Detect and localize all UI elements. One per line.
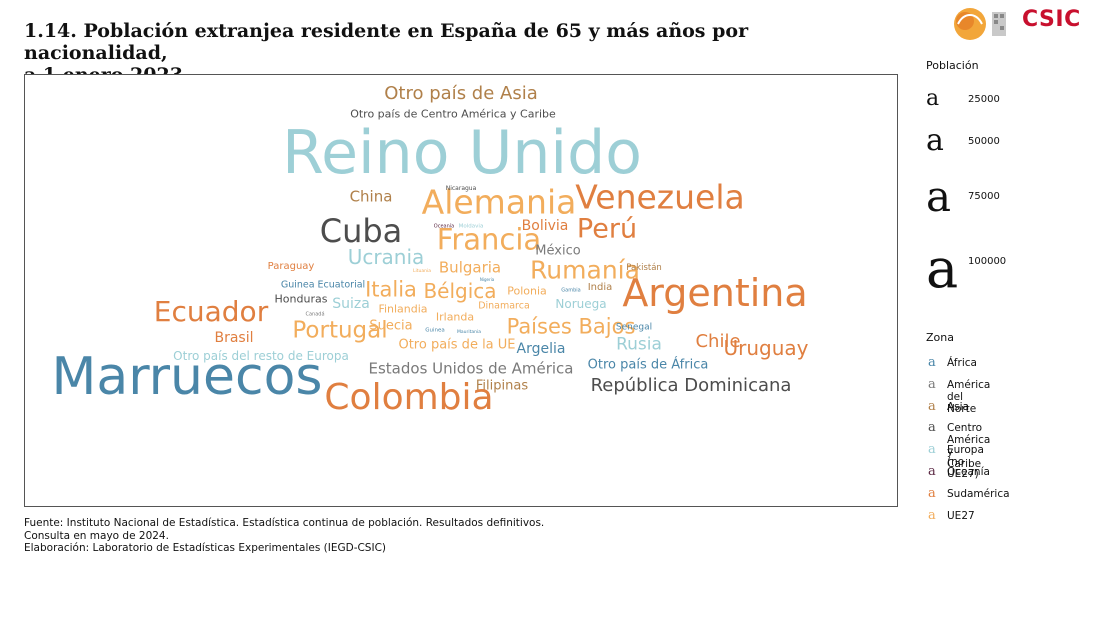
zone-legend-title: Zona [926,331,954,344]
word-reino-unido: Reino Unido [282,118,642,188]
size-legend-glyph: a [926,123,944,158]
word-nigeria: Nigeria [479,277,495,282]
word-pakistán: Pakistán [626,262,662,273]
word-colombia: Colombia [324,377,494,418]
zone-legend-glyph: a [928,442,936,458]
size-legend-label: 25000 [968,94,1000,105]
word-rumanía: Rumanía [530,255,640,285]
word-mauritania: Mauritania [457,329,481,335]
word-dinamarca: Dinamarca [478,300,530,312]
word-bolivia: Bolivia [521,218,569,234]
zone-legend-label: Sudamérica [947,487,1010,500]
word-nicaragua: Nicaragua [445,185,477,192]
zone-legend-glyph: a [928,464,936,479]
zone-legend-label: Europa (no UE27) [947,444,984,481]
word-rusia: Rusia [616,334,662,355]
word-argentina: Argentina [622,271,808,315]
size-legend-label: 50000 [968,136,1000,147]
zone-legend-glyph: a [928,507,936,523]
word-uruguay: Uruguay [723,336,809,360]
word-irlanda: Irlanda [435,310,475,324]
word-polonia: Polonia [507,284,547,298]
zone-legend-label: Asia [947,400,970,413]
word-cuba: Cuba [319,212,403,250]
zone-legend-label: UE27 [947,509,975,522]
word-lituania: Lituania [413,268,431,274]
word-venezuela: Venezuela [575,177,745,217]
size-legend-glyph: a [926,86,940,111]
source-note: Fuente: Instituto Nacional de Estadístic… [24,517,544,555]
zone-legend-label: América del Norte [947,378,991,415]
word-suiza: Suiza [332,296,370,312]
word-otro-país-de-asia: Otro país de Asia [384,83,538,104]
word-ucrania: Ucrania [347,245,425,269]
csic-logo-text: CSIC [1022,7,1081,32]
zone-legend-label: Oceanía [947,466,990,478]
word-perú: Perú [576,213,638,245]
size-legend-label: 100000 [968,256,1007,267]
word-marruecos: Marruecos [51,347,323,407]
word-guinea: Guinea [425,327,445,334]
word-alemania: Alemania [421,182,577,222]
word-cloud: Reino Unido Marruecos Colombia Argentina Ven… [25,75,897,506]
word-canadá: Canadá [305,311,325,318]
size-legend-title: Población [926,59,979,72]
word-argelia: Argelia [516,341,566,357]
word-otro-país-del-resto-de-europa: Otro país del resto de Europa [173,349,349,363]
word-filipinas: Filipinas [475,378,529,394]
word-ecuador: Ecuador [153,295,269,328]
word-honduras: Honduras [274,292,328,306]
word-brasil: Brasil [214,330,254,346]
word-méxico: México [535,243,581,259]
word-república-dominicana: República Dominicana [590,375,792,396]
size-legend-label: 75000 [968,191,1000,202]
zone-legend-glyph: a [928,355,936,370]
word-estados-unidos-de-américa: Estados Unidos de América [368,359,574,378]
zone-legend-label: África [947,357,977,369]
word-otro-país-de-la-ue: Otro país de la UE [398,337,516,353]
zone-legend-glyph: a [928,420,936,436]
word-portugal: Portugal [292,317,388,344]
word-gambia: Gambia [561,287,581,294]
word-italia: Italia [365,277,417,302]
word-suecia: Suecia [369,318,413,334]
word-moldavia: Moldavia [458,223,484,230]
word-países-bajos: Países Bajos [506,314,636,339]
word-finlandia: Finlandia [378,302,428,316]
zone-legend-glyph: a [928,398,936,414]
word-senegal: Senegal [615,322,653,333]
consult-line: Consulta en mayo de 2024. [24,529,169,542]
word-cloud-area: Reino Unido Marruecos Colombia Argentina Ven… [24,74,898,507]
word-china: China [349,187,393,206]
zone-legend-label: Centro América y Caribe [947,422,991,471]
word-bulgaria: Bulgaria [438,258,502,277]
word-otro-país-de-áfrica: Otro país de África [587,357,709,373]
word-chile: Chile [695,331,741,352]
word-india: India [587,282,613,293]
size-legend-glyph: a [926,237,959,300]
zone-legend-glyph: a [928,485,936,501]
chart-title-line1: 1.14. Población extranjea residente en E… [24,20,749,64]
source-line: Fuente: Instituto Nacional de Estadístic… [24,517,545,529]
zone-legend-glyph: a [928,376,936,392]
elaboration-line: Elaboración: Laboratorio de Estadísticas… [24,542,386,554]
word-guinea-ecuatorial: Guinea Ecuatorial [280,279,366,291]
size-legend-glyph: a [926,172,952,221]
word-bélgica: Bélgica [423,279,497,303]
word-oceanía: Oceanía [433,223,455,230]
word-otro-país-de-centro-américa-y-caribe: Otro país de Centro América y Caribe [350,107,556,121]
word-francia: Francia [436,222,542,257]
word-paraguay: Paraguay [267,261,315,272]
word-noruega: Noruega [555,297,607,311]
iegd-logo [954,8,1006,40]
